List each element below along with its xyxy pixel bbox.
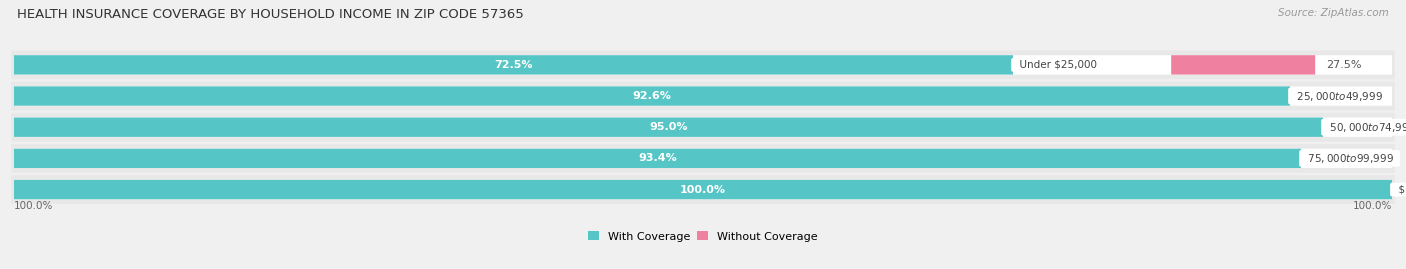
FancyBboxPatch shape [14, 149, 1301, 168]
Text: $75,000 to $99,999: $75,000 to $99,999 [1301, 152, 1398, 165]
FancyBboxPatch shape [14, 86, 1392, 106]
Text: Under $25,000: Under $25,000 [1014, 60, 1104, 70]
Legend: With Coverage, Without Coverage: With Coverage, Without Coverage [583, 227, 823, 246]
FancyBboxPatch shape [14, 86, 1291, 106]
FancyBboxPatch shape [14, 149, 1392, 168]
FancyBboxPatch shape [1171, 55, 1315, 75]
FancyBboxPatch shape [11, 175, 1395, 204]
Text: 100.0%: 100.0% [1353, 201, 1392, 211]
Text: 72.5%: 72.5% [495, 60, 533, 70]
FancyBboxPatch shape [14, 55, 1014, 75]
Text: 92.6%: 92.6% [633, 91, 672, 101]
Text: HEALTH INSURANCE COVERAGE BY HOUSEHOLD INCOME IN ZIP CODE 57365: HEALTH INSURANCE COVERAGE BY HOUSEHOLD I… [17, 8, 523, 21]
Text: 100.0%: 100.0% [681, 185, 725, 194]
Text: 100.0%: 100.0% [14, 201, 53, 211]
FancyBboxPatch shape [14, 55, 1392, 75]
FancyBboxPatch shape [11, 82, 1395, 110]
FancyBboxPatch shape [14, 180, 1392, 199]
FancyBboxPatch shape [14, 118, 1323, 137]
Text: Source: ZipAtlas.com: Source: ZipAtlas.com [1278, 8, 1389, 18]
FancyBboxPatch shape [14, 180, 1392, 199]
Text: 93.4%: 93.4% [638, 153, 676, 163]
FancyBboxPatch shape [11, 113, 1395, 141]
Text: 95.0%: 95.0% [650, 122, 688, 132]
FancyBboxPatch shape [11, 144, 1395, 173]
FancyBboxPatch shape [11, 51, 1395, 79]
Text: $25,000 to $49,999: $25,000 to $49,999 [1291, 90, 1386, 102]
Text: $50,000 to $74,999: $50,000 to $74,999 [1323, 121, 1406, 134]
Text: $100,000 and over: $100,000 and over [1392, 185, 1406, 194]
FancyBboxPatch shape [14, 118, 1392, 137]
Text: 27.5%: 27.5% [1326, 60, 1362, 70]
